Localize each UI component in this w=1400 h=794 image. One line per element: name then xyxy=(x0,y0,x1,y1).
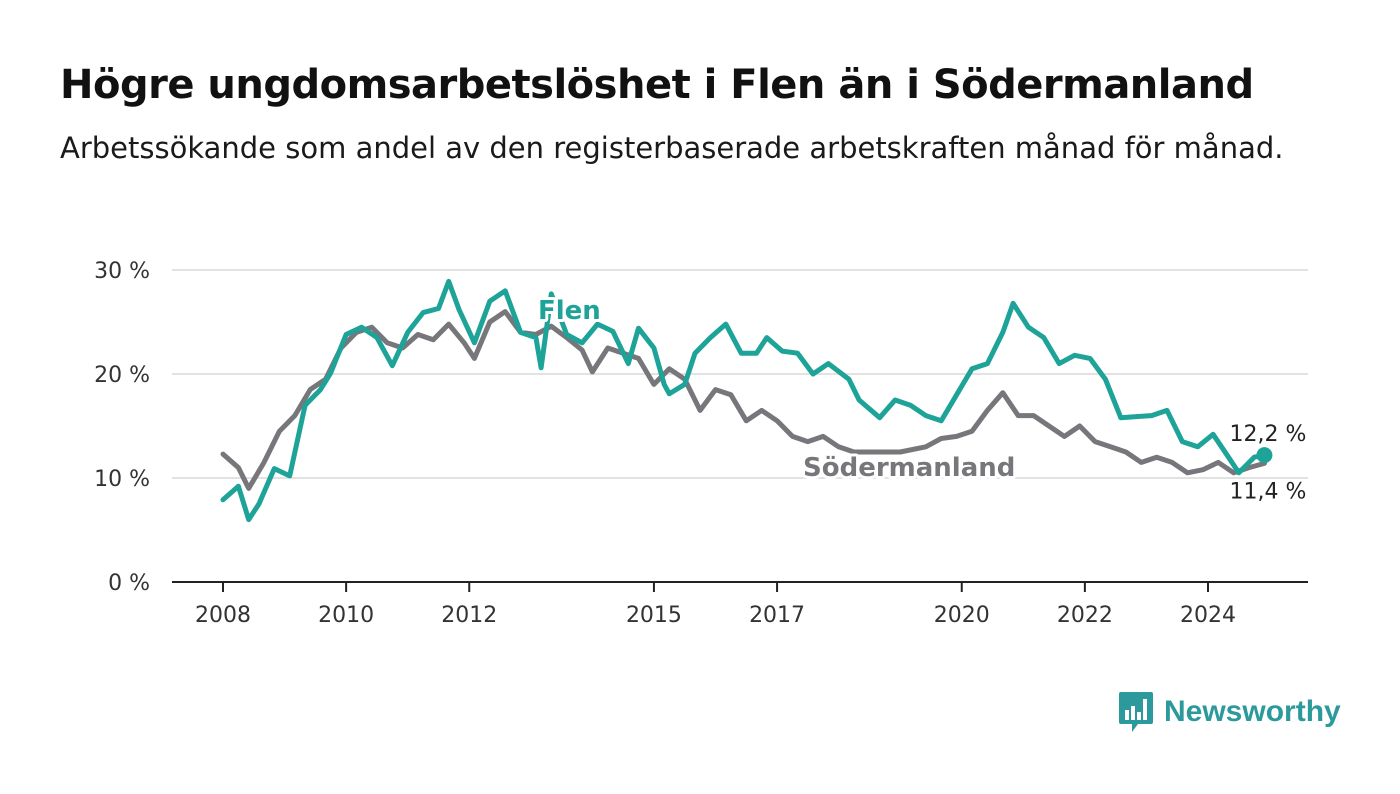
brand-name: Newsworthy xyxy=(1164,695,1341,728)
x-tick-label: 2010 xyxy=(318,603,374,628)
x-tick-label: 2020 xyxy=(934,603,990,628)
grid-lines xyxy=(172,269,1308,583)
x-tick-label: 2008 xyxy=(195,603,251,628)
y-tick-label: 0 % xyxy=(108,571,150,596)
chart-title: Högre ungdomsarbetslöshet i Flen än i Sö… xyxy=(60,62,1254,108)
series-line-flen xyxy=(220,278,1267,523)
x-tick-label: 2015 xyxy=(626,603,682,628)
x-tick-label: 2017 xyxy=(749,603,805,628)
y-tick-label: 30 % xyxy=(94,259,150,284)
x-tick-label: 2022 xyxy=(1057,603,1113,628)
x-tick-label: 2024 xyxy=(1180,603,1236,628)
x-axis: 2008 2010 2012 2015 2017 2020 2022 2024 xyxy=(195,582,1236,628)
chart-subtitle: Arbetssökande som andel av den registerb… xyxy=(60,131,1284,165)
y-tick-label: 20 % xyxy=(94,363,150,388)
end-value-flen: 12,2 % xyxy=(1230,422,1307,447)
flen-end-point xyxy=(1256,447,1273,464)
y-axis-ticks: 0 % 10 % 20 % 30 % xyxy=(94,259,150,596)
series-label-sodermanland: Södermanland xyxy=(803,453,1015,483)
series-labels: Flen Södermanland 12,2 % 11,4 % xyxy=(535,293,1309,507)
series-line-sdermanland xyxy=(220,309,1267,491)
end-value-sodermanland: 11,4 % xyxy=(1230,479,1307,504)
x-tick-label: 2012 xyxy=(441,603,497,628)
series-lines xyxy=(220,278,1267,523)
series-label-flen: Flen xyxy=(538,296,601,326)
newsworthy-logo[interactable]: Newsworthy xyxy=(1118,690,1341,734)
y-tick-label: 10 % xyxy=(94,467,150,492)
bar-chart-speech-bubble-icon xyxy=(1119,692,1153,732)
